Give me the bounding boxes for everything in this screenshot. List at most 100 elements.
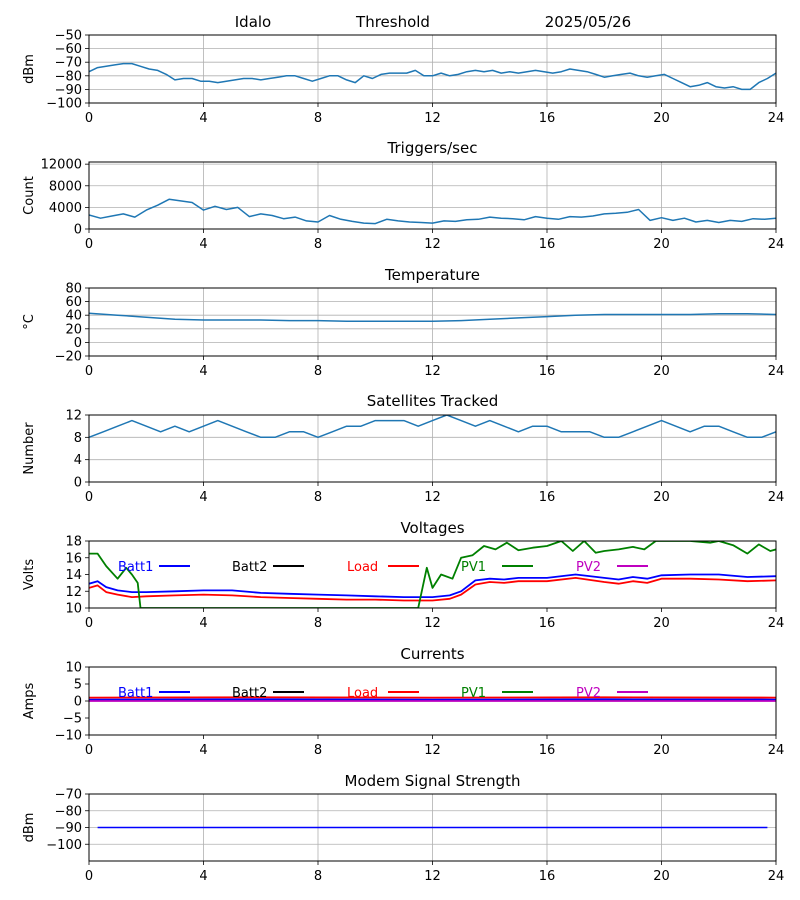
x-tick-label: 24 bbox=[768, 490, 785, 505]
y-tick-label: 8 bbox=[74, 431, 82, 446]
y-tick-label: −100 bbox=[46, 97, 82, 112]
x-tick-label: 24 bbox=[768, 237, 785, 252]
x-tick-label: 8 bbox=[314, 364, 322, 379]
series-group bbox=[89, 696, 776, 702]
x-tick-label: 8 bbox=[314, 111, 322, 126]
batt1-line bbox=[89, 573, 776, 598]
y-tick-label: 0 bbox=[74, 476, 82, 491]
x-tick-label: 20 bbox=[653, 111, 670, 126]
x-tick-label: 0 bbox=[85, 743, 93, 758]
y-axis-label: Amps bbox=[22, 682, 37, 719]
x-tick-label: 4 bbox=[199, 616, 207, 631]
series-group bbox=[89, 415, 776, 439]
panel-title: Voltages bbox=[400, 519, 464, 537]
y-axis-label: dBm bbox=[22, 813, 37, 843]
x-tick-label: 0 bbox=[85, 616, 93, 631]
legend-label: PV1 bbox=[461, 560, 486, 575]
y-tick-label: 4000 bbox=[49, 201, 82, 216]
series-group bbox=[89, 62, 776, 91]
legend-label: Load bbox=[347, 560, 378, 575]
y-axis-label: Number bbox=[22, 422, 37, 475]
x-tick-label: 16 bbox=[539, 490, 556, 505]
y-tick-label: 20 bbox=[65, 322, 82, 337]
header-station: Idalo bbox=[235, 13, 271, 31]
x-tick-label: 24 bbox=[768, 616, 785, 631]
panel-0: 0 4 8 12 16 20 24 −100−90−80−70−60−50 dBm bbox=[22, 29, 784, 127]
x-tick-label: 12 bbox=[424, 743, 441, 758]
y-tick-label: −80 bbox=[55, 804, 82, 819]
x-tick-label: 12 bbox=[424, 490, 441, 505]
x-tick-label: 8 bbox=[314, 869, 322, 884]
x-tick-label: 8 bbox=[314, 490, 322, 505]
x-tick-label: 24 bbox=[768, 743, 785, 758]
y-tick-label: 8000 bbox=[49, 179, 82, 194]
series-group bbox=[89, 198, 776, 225]
y-tick-label: 12000 bbox=[41, 158, 82, 173]
x-tick-label: 4 bbox=[199, 237, 207, 252]
legend-label: PV2 bbox=[576, 560, 601, 575]
trace-line bbox=[89, 62, 776, 91]
y-tick-label: −70 bbox=[55, 788, 82, 803]
load-line bbox=[89, 577, 776, 602]
y-tick-label: 0 bbox=[74, 223, 82, 238]
x-tick-label: 0 bbox=[85, 490, 93, 505]
panel-1: 0 4 8 12 16 20 24 0 4000 8000 12000 Triggers/sec Cou… bbox=[22, 139, 784, 252]
y-tick-label: 16 bbox=[65, 551, 82, 566]
x-tick-label: 4 bbox=[199, 869, 207, 884]
x-tick-label: 12 bbox=[424, 616, 441, 631]
y-axis-label: dBm bbox=[22, 54, 37, 84]
y-tick-label: −50 bbox=[55, 29, 82, 44]
x-tick-label: 16 bbox=[539, 869, 556, 884]
x-tick-label: 12 bbox=[424, 237, 441, 252]
x-tick-label: 0 bbox=[85, 364, 93, 379]
x-tick-label: 20 bbox=[653, 616, 670, 631]
y-tick-label: −90 bbox=[55, 821, 82, 836]
y-tick-label: 40 bbox=[65, 309, 82, 324]
x-tick-label: 16 bbox=[539, 111, 556, 126]
y-tick-label: −80 bbox=[55, 69, 82, 84]
x-tick-label: 4 bbox=[199, 364, 207, 379]
y-axis-label: Volts bbox=[22, 559, 37, 591]
x-tick-label: 12 bbox=[424, 364, 441, 379]
y-tick-label: 80 bbox=[65, 282, 82, 297]
header-mode: Threshold bbox=[355, 13, 430, 31]
y-tick-label: 0 bbox=[74, 695, 82, 710]
y-tick-label: 18 bbox=[65, 535, 82, 550]
legend-label: Load bbox=[347, 686, 378, 701]
x-tick-label: 24 bbox=[768, 111, 785, 126]
x-tick-label: 16 bbox=[539, 237, 556, 252]
y-tick-label: 12 bbox=[65, 409, 82, 424]
trace-line bbox=[89, 415, 776, 439]
panel-3: 0 4 8 12 16 20 24 0 4 8 12 Satellites Tracked Number bbox=[22, 392, 784, 505]
panel-5: 0 4 8 12 16 20 24 −10 −5 0 5 10 Currents Amps Batt1 Bat… bbox=[22, 645, 784, 758]
y-tick-label: −10 bbox=[55, 729, 82, 744]
x-tick-label: 20 bbox=[653, 490, 670, 505]
x-tick-label: 12 bbox=[424, 869, 441, 884]
x-tick-label: 16 bbox=[539, 616, 556, 631]
legend-label: PV1 bbox=[461, 686, 486, 701]
y-tick-label: 5 bbox=[74, 678, 82, 693]
series-group bbox=[89, 541, 776, 608]
pv1-line bbox=[89, 541, 776, 608]
panel-6: 0 4 8 12 16 20 24 −100 −90 −80−70 Modem Signal Str… bbox=[22, 772, 784, 884]
y-tick-label: 10 bbox=[65, 602, 82, 617]
x-tick-label: 16 bbox=[539, 743, 556, 758]
y-tick-label: 12 bbox=[65, 585, 82, 600]
y-tick-label: −90 bbox=[55, 83, 82, 98]
x-tick-label: 24 bbox=[768, 869, 785, 884]
trace-line bbox=[89, 198, 776, 225]
y-axis-label: °C bbox=[22, 314, 37, 330]
x-tick-label: 24 bbox=[768, 364, 785, 379]
x-tick-label: 4 bbox=[199, 111, 207, 126]
y-tick-label: 60 bbox=[65, 295, 82, 310]
panel-title: Triggers/sec bbox=[387, 139, 478, 157]
y-tick-label: −70 bbox=[55, 56, 82, 71]
header-date: 2025/05/26 bbox=[545, 13, 631, 31]
x-tick-label: 0 bbox=[85, 111, 93, 126]
x-tick-label: 8 bbox=[314, 743, 322, 758]
y-tick-label: −5 bbox=[63, 712, 82, 727]
panel-title: Temperature bbox=[384, 266, 480, 284]
panel-title: Currents bbox=[400, 645, 464, 663]
